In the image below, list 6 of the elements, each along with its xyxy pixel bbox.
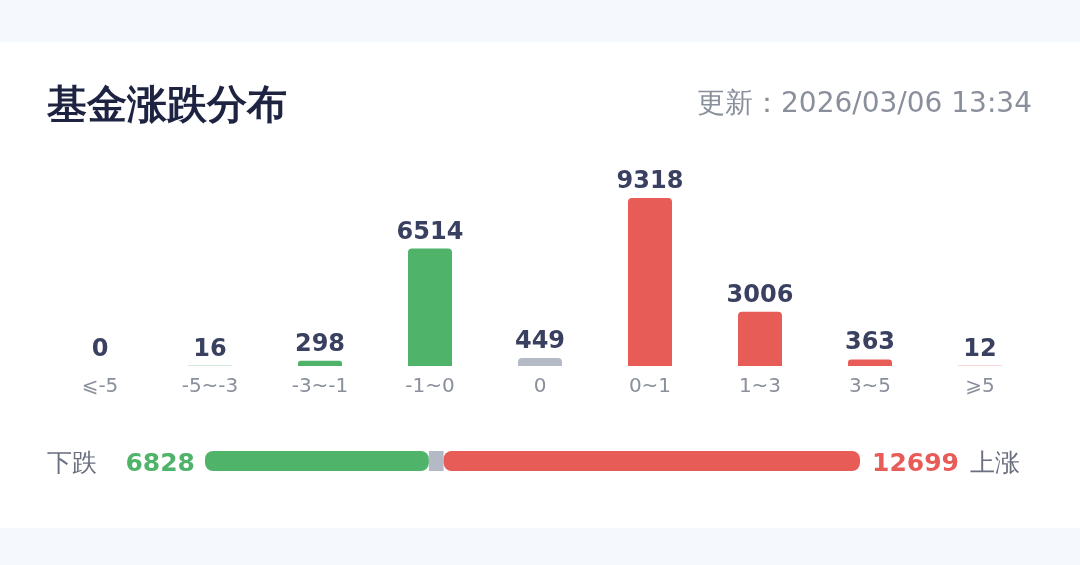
value-left: 6828: [125, 448, 195, 477]
subtitle: 更新：2026/03/06 13:34: [697, 86, 1032, 119]
annotation: 上涨: [970, 448, 1020, 477]
title: 基金涨跌分布: [47, 81, 287, 127]
value-right: 12699: [872, 448, 959, 477]
annotation: 下跌: [47, 448, 97, 477]
